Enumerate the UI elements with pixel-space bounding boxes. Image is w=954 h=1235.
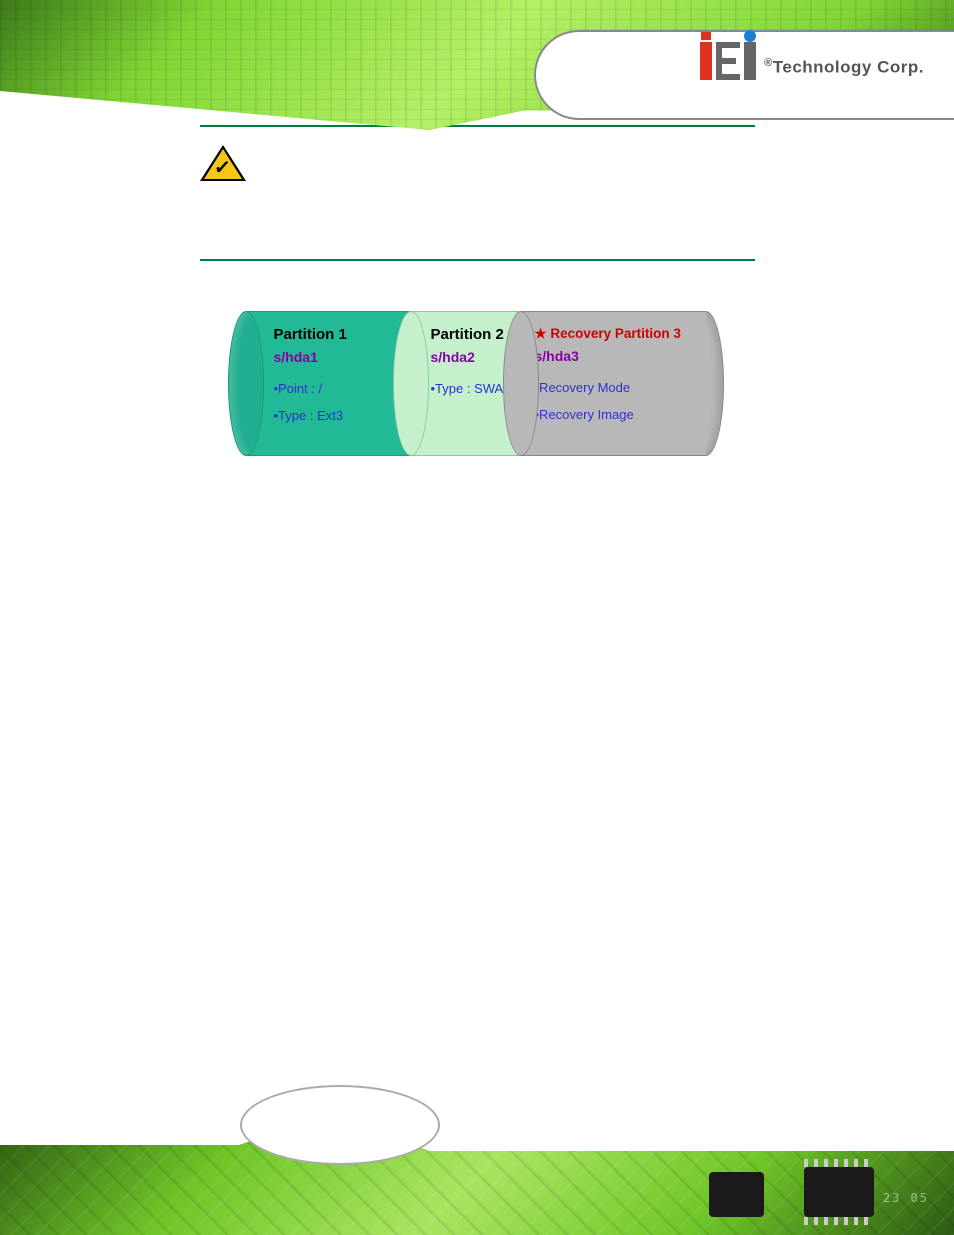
partition-3-item: •Recovery Image (535, 407, 700, 422)
note-warning-icon: ✓ (200, 145, 246, 181)
partition-cylinder-diagram: Partition 1 s/hda1 •Point : / •Type : Ex… (228, 311, 728, 456)
partition-3-title: ★ Recovery Partition 3 (535, 326, 700, 342)
partition-3-recovery: ★ Recovery Partition 3 s/hda3 •Recovery … (521, 311, 706, 456)
logo-area: ®Technology Corp. (700, 42, 924, 80)
partition-2-edge (503, 311, 539, 456)
partition-2-title: Partition 2 (431, 326, 515, 343)
partition-1-item: •Type : Ext3 (274, 408, 401, 423)
footer-swoosh (240, 1085, 440, 1165)
partition-1: Partition 1 s/hda1 •Point : / •Type : Ex… (246, 311, 411, 456)
partition-3-item: •Recovery Mode (535, 380, 700, 395)
logo-text: ®Technology Corp. (764, 57, 924, 80)
partition-1-edge (393, 311, 429, 456)
footer-chip-icon (804, 1167, 874, 1217)
partition-1-title: Partition 1 (274, 326, 401, 343)
partition-1-device: s/hda1 (274, 349, 401, 365)
divider-bottom (200, 259, 755, 261)
partition-2-item: •Type : SWAP (431, 381, 515, 396)
partition-1-item: •Point : / (274, 381, 401, 396)
footer-numbers: 23 05 (883, 1191, 929, 1205)
note-row: ✓ (200, 127, 755, 199)
partition-2-device: s/hda2 (431, 349, 515, 365)
logo-letter-e (716, 42, 740, 80)
cylinder-left-cap (228, 311, 264, 456)
logo-reg-mark: ® (764, 57, 773, 69)
logo-letter-i-red (700, 42, 712, 80)
content-area: ✓ Partition 1 s/hda1 •Point : / •Type : … (200, 125, 755, 456)
footer-chip-icon (709, 1172, 764, 1217)
spacer (200, 229, 755, 259)
partition-3-device: s/hda3 (535, 348, 700, 364)
spacer (200, 199, 755, 229)
logo-letter-i-dot (744, 42, 756, 80)
